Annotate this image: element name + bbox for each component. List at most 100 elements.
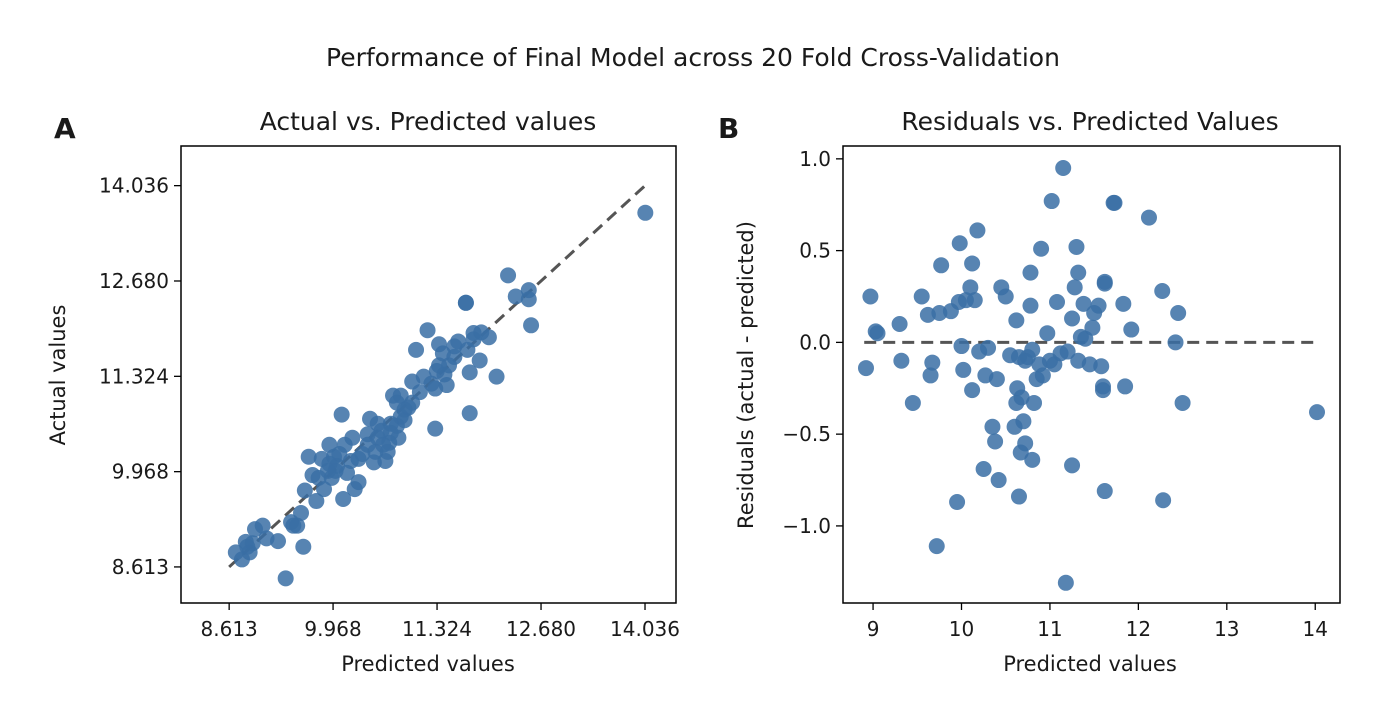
panel-a-data-point (296, 482, 313, 499)
panel-b-data-point (862, 288, 879, 305)
panel-b-data-point (893, 352, 910, 369)
panel-a-data-point (283, 514, 300, 531)
panel-b-data-point (1024, 341, 1041, 358)
panel-a-data-point (335, 490, 352, 507)
panel-b-data-point (1167, 334, 1184, 351)
panel-a-data-point (408, 341, 425, 358)
panel-a-data-point (295, 538, 312, 555)
panel-b-data-point (1015, 413, 1032, 430)
panel-b-data-point (955, 361, 972, 378)
panel-a-x-tick-label: 14.036 (610, 617, 680, 641)
panel-b-data-point (997, 288, 1014, 305)
panel-b-data-point (933, 257, 950, 274)
panel-b-data-point (1043, 193, 1060, 210)
panel-b-data-point (953, 338, 970, 355)
panel-a-data-point (457, 294, 474, 311)
panel-b-data-point (1154, 282, 1171, 299)
figure-title: Performance of Final Model across 20 Fol… (326, 43, 1060, 72)
panel-b-data-point (891, 316, 908, 333)
panel-b-data-point (913, 288, 930, 305)
panel-b-data-point (1049, 294, 1066, 311)
panel-b-data-point (988, 371, 1005, 388)
panel-b-data-point (904, 394, 921, 411)
panel-b-data-point (1115, 295, 1132, 312)
panel-b-data-point (1066, 279, 1083, 296)
panel-a-data-point (419, 322, 436, 339)
panel-b-data-point (1022, 264, 1039, 281)
panel-a-y-tick-label: 14.036 (99, 174, 169, 198)
panel-a-y-tick-label: 12.680 (99, 269, 169, 293)
panel-a-data-point (404, 373, 421, 390)
panel-a-data-point (488, 368, 505, 385)
panel-b-points (857, 160, 1326, 591)
panel-b-data-point (1155, 492, 1172, 509)
panel-b-data-point (1008, 312, 1025, 329)
panel-b-data-point (928, 538, 945, 555)
panel-b-data-point (1096, 275, 1113, 292)
panel-b-y-tick-label: 0.0 (799, 330, 831, 354)
panel-b-data-point (1017, 435, 1034, 452)
panel-a-data-point (428, 362, 445, 379)
panel-a-data-point (237, 533, 254, 550)
panel-b-ticks: 9 10 11 12 13 14 −1.0 −0.5 0.0 0.5 1.0 (782, 147, 1328, 641)
panel-b-data-point (1075, 295, 1092, 312)
panel-a-data-point (247, 521, 264, 538)
panel-a-y-tick-label: 11.324 (99, 364, 169, 388)
panel-b-data-point (1170, 305, 1187, 322)
panel-b-data-point (1064, 310, 1081, 327)
panel-b-data-point (1174, 394, 1191, 411)
panel-a-data-point (277, 570, 294, 587)
panel-b-data-point (1123, 321, 1140, 338)
panel-b-x-tick-label: 14 (1303, 617, 1328, 641)
panel-b-data-point (1068, 238, 1085, 255)
panel-b-x-tick-label: 13 (1214, 617, 1239, 641)
panel-a-y-tick-label: 8.613 (112, 555, 169, 579)
panel-b-data-point (922, 367, 939, 384)
panel-a-data-point (346, 481, 363, 498)
panel-b-data-point (969, 222, 986, 239)
panel-b-data-point (1070, 264, 1087, 281)
panel-a-data-point (427, 420, 444, 437)
panel-b-x-tick-label: 10 (949, 617, 974, 641)
panel-a-data-point (461, 364, 478, 381)
panel-b-data-point (1096, 483, 1113, 500)
panel-a-ticks: 8.613 9.968 11.324 12.680 14.036 8.613 9.968 11… (99, 174, 680, 641)
panel-b-data-point (987, 433, 1004, 450)
panel-b-data-point (951, 235, 968, 252)
panel-b-data-point (1022, 297, 1039, 314)
panel-a-data-point (523, 317, 540, 334)
panel-b-data-point (975, 461, 992, 478)
panel-a-data-point (471, 352, 488, 369)
panel-b-data-point (869, 325, 886, 342)
panel-b-data-point (964, 382, 981, 399)
panel-b-y-axis-label: Residuals (actual - predicted) (734, 221, 758, 529)
panel-a-x-tick-label: 8.613 (201, 617, 258, 641)
panel-a-data-point (313, 450, 330, 467)
panel-b-y-tick-label: 0.5 (799, 239, 831, 263)
panel-b-data-point (1034, 367, 1051, 384)
panel-b-x-tick-label: 9 (867, 617, 880, 641)
panel-a-data-point (308, 493, 325, 510)
panel-a-data-point (227, 544, 244, 561)
panel-a-y-tick-label: 9.968 (112, 460, 169, 484)
panel-b-data-point (924, 354, 941, 371)
panel-b-data-point (1084, 319, 1101, 336)
panel-b-data-point (857, 360, 874, 377)
panel-b-y-tick-label: −0.5 (782, 422, 831, 446)
panel-a-x-tick-label: 11.324 (402, 617, 472, 641)
panel-a-data-point (362, 410, 379, 427)
panel-a-y-axis-label: Actual values (46, 305, 70, 446)
panel-b-data-point (1055, 160, 1072, 177)
panel-b-title: Residuals vs. Predicted Values (901, 107, 1278, 136)
panel-a-data-point (333, 406, 350, 423)
panel-b-data-point (1039, 325, 1056, 342)
panel-b-data-point (1057, 574, 1074, 591)
panel-a-data-point (461, 405, 478, 422)
panel-b-data-point (1117, 378, 1134, 395)
panel-b-data-point (1064, 457, 1081, 474)
panel-a-axes-frame (180, 145, 677, 604)
panel-b-data-point (964, 255, 981, 272)
panel-a-title: Actual vs. Predicted values (260, 107, 597, 136)
panel-a-x-tick-label: 12.680 (506, 617, 576, 641)
